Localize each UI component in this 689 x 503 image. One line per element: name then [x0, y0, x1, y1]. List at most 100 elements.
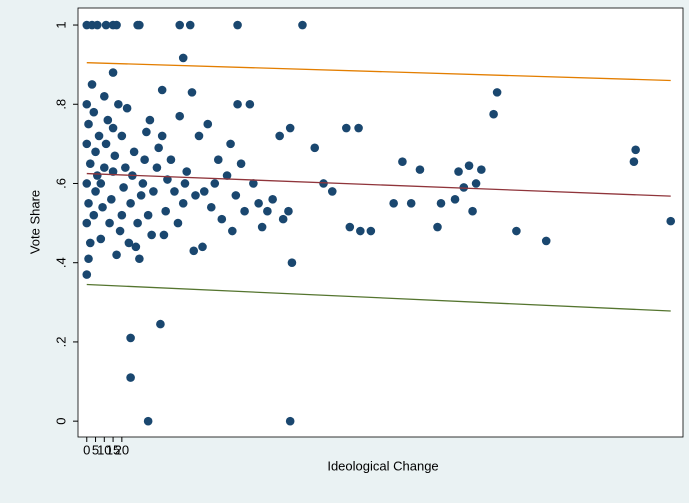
point: [459, 183, 469, 192]
point: [154, 143, 163, 153]
point: [254, 198, 263, 208]
point: [257, 222, 267, 232]
point: [263, 206, 272, 216]
point: [92, 171, 102, 180]
point: [100, 92, 109, 101]
point: [101, 139, 111, 149]
point: [115, 226, 125, 236]
point: [464, 161, 474, 170]
point: [122, 103, 132, 113]
x-tick-label: 15: [106, 442, 120, 457]
point: [310, 143, 320, 153]
point: [126, 198, 135, 208]
point: [82, 179, 92, 188]
point: [85, 159, 95, 168]
point: [436, 198, 446, 208]
point: [140, 155, 149, 165]
point: [89, 210, 99, 220]
point: [84, 254, 93, 264]
point: [389, 198, 398, 208]
x-tick-label: 0: [83, 442, 90, 457]
y-tick-label: .8: [53, 99, 68, 110]
point: [236, 159, 246, 168]
point: [156, 319, 165, 329]
x-tick-label: 20: [115, 442, 129, 457]
point: [112, 250, 121, 260]
point: [342, 123, 351, 133]
point: [489, 109, 498, 119]
point: [541, 236, 551, 246]
point: [228, 226, 237, 236]
y-tick-label: 1: [53, 21, 68, 28]
y-axis-label: Vote Share: [27, 190, 42, 254]
point: [149, 187, 158, 196]
point: [327, 187, 337, 196]
point: [629, 157, 639, 166]
point: [226, 139, 235, 149]
point: [131, 242, 141, 252]
point: [110, 151, 120, 161]
point: [135, 20, 144, 30]
plot-area: [77, 7, 684, 438]
point: [142, 127, 151, 137]
fit-line: [86, 172, 671, 197]
point: [245, 99, 255, 109]
point: [108, 167, 118, 176]
point: [133, 218, 142, 228]
point: [84, 198, 93, 208]
point: [187, 88, 197, 97]
point: [108, 123, 118, 133]
point: [268, 195, 277, 204]
point: [82, 270, 92, 279]
point: [468, 206, 477, 216]
point: [175, 20, 185, 30]
x-tick-label: 10: [97, 442, 111, 457]
y-tick-label: .6: [53, 178, 68, 189]
point: [145, 115, 155, 125]
point: [143, 416, 153, 426]
point: [126, 373, 135, 382]
point: [285, 123, 295, 133]
point: [117, 131, 127, 141]
point: [631, 145, 640, 155]
point: [287, 258, 297, 268]
x-tick-label: 5: [92, 442, 99, 457]
point: [136, 191, 146, 200]
x-axis-label: Ideological Change: [327, 458, 438, 473]
point: [180, 179, 190, 188]
point: [124, 238, 134, 248]
point: [175, 111, 185, 121]
point: [157, 131, 167, 141]
point: [213, 155, 223, 165]
point: [126, 333, 135, 343]
point: [222, 171, 232, 180]
point: [666, 216, 676, 226]
point: [249, 179, 258, 188]
point: [191, 191, 200, 200]
point: [199, 187, 209, 196]
point: [433, 222, 442, 232]
point: [92, 20, 102, 30]
point: [471, 179, 481, 188]
point: [91, 187, 100, 196]
point: [203, 119, 213, 129]
point: [406, 198, 416, 208]
point: [231, 191, 241, 200]
point: [206, 202, 216, 212]
point: [185, 20, 195, 30]
point: [107, 195, 116, 204]
point: [112, 20, 121, 30]
point: [82, 218, 92, 228]
point: [492, 88, 502, 97]
point: [512, 226, 521, 236]
point: [84, 119, 93, 129]
point: [82, 99, 92, 109]
point: [217, 214, 227, 224]
point: [105, 218, 114, 228]
y-tick-label: .2: [53, 337, 68, 348]
point: [89, 107, 99, 117]
point: [100, 163, 109, 172]
point: [96, 234, 106, 244]
point: [157, 85, 167, 95]
point: [210, 179, 220, 188]
